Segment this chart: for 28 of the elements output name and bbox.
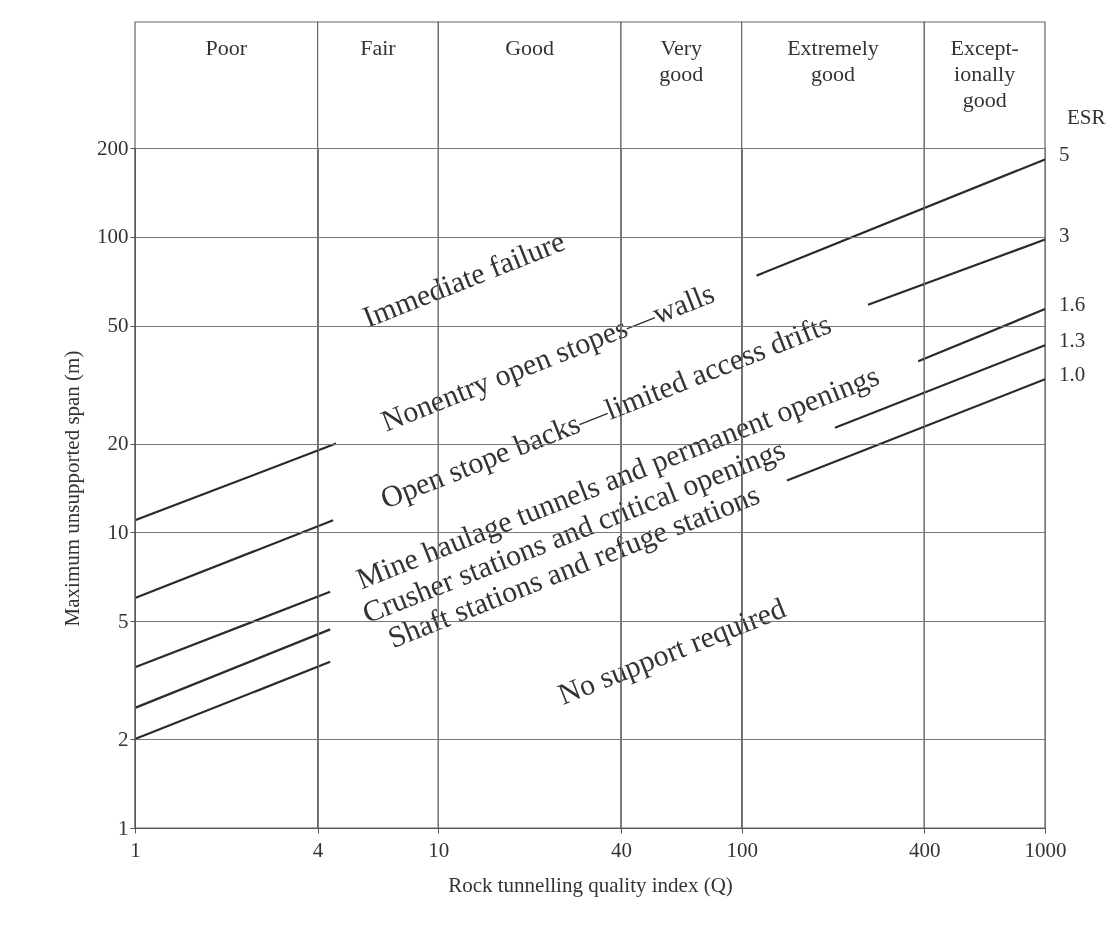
series-label: 3 (1059, 222, 1070, 247)
y-tick-label: 10 (107, 519, 129, 544)
series-label: 5 (1059, 142, 1070, 167)
x-tick-label: 100 (726, 837, 758, 862)
band-label: Very good (659, 35, 704, 86)
band-label: Except- ionally good (950, 35, 1019, 112)
x-tick-label: 4 (312, 837, 324, 862)
y-tick-label: 100 (97, 224, 129, 249)
y-tick-label: 5 (118, 608, 129, 633)
y-tick-label: 20 (107, 431, 129, 456)
series-label: 1.3 (1059, 328, 1086, 353)
series-label: 1.6 (1059, 292, 1086, 317)
y-tick-label: 1 (118, 815, 129, 840)
band-label: Poor (205, 35, 248, 60)
x-tick-label: 40 (610, 837, 632, 862)
series-label: 1.0 (1059, 362, 1086, 387)
y-tick-label: 2 (118, 726, 129, 751)
band-label: Good (505, 35, 555, 60)
x-tick-label: 400 (909, 837, 941, 862)
y-axis-title: Maximum unsupported span (m) (60, 350, 84, 627)
band-label: Fair (360, 35, 397, 60)
legend-title: ESR (1067, 105, 1106, 129)
y-tick-label: 50 (107, 313, 129, 338)
x-tick-label: 10 (428, 837, 450, 862)
x-tick-label: 1000 (1024, 837, 1067, 862)
x-axis-title: Rock tunnelling quality index (Q) (448, 872, 733, 897)
band-label: Extremely good (787, 35, 879, 86)
y-tick-label: 200 (97, 135, 129, 160)
